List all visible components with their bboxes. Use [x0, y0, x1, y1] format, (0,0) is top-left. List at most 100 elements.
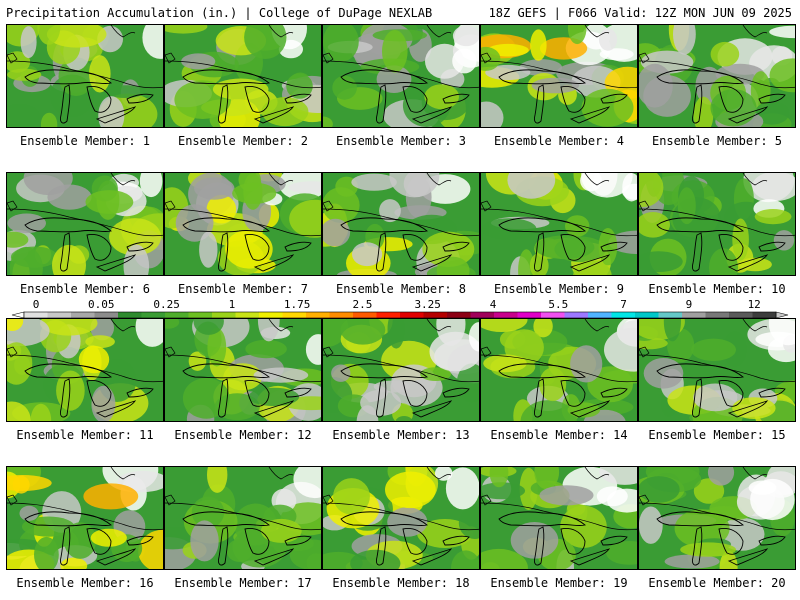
precip-area [639, 476, 680, 503]
lake-outline [402, 234, 428, 261]
lake-outline [569, 400, 611, 418]
border-line [639, 208, 795, 237]
precip-area [534, 235, 595, 260]
colorbar-tick-label: 7 [620, 298, 627, 311]
precip-area [468, 322, 479, 352]
precip-area [389, 173, 440, 198]
border-line [639, 494, 650, 506]
precip-area [639, 63, 673, 108]
ensemble-member-label: Ensemble Member: 20 [648, 576, 786, 590]
precip-area [340, 319, 386, 345]
border-line [323, 52, 334, 64]
border-line [426, 173, 452, 186]
lake-outline [402, 380, 428, 407]
colorbar-segment [635, 312, 659, 318]
lake-outline [560, 528, 586, 555]
border-line [268, 173, 294, 186]
precip-field [7, 319, 163, 421]
precip-area [253, 367, 309, 383]
ensemble-member-map [6, 172, 164, 276]
lake-outline [656, 217, 744, 233]
precip-area [40, 112, 58, 127]
border-line [639, 502, 795, 531]
precip-area [639, 173, 664, 207]
precip-area [98, 96, 125, 127]
precip-area [332, 75, 357, 100]
border-line [323, 60, 479, 89]
lake-outline [95, 254, 137, 272]
precip-area [680, 542, 736, 557]
lake-outline [411, 106, 453, 124]
border-line [639, 354, 795, 383]
ensemble-member-map [322, 318, 480, 422]
ensemble-member-label: Ensemble Member: 6 [19, 282, 151, 296]
precip-area [481, 319, 528, 332]
precip-area [109, 218, 162, 256]
ensemble-member-map [6, 24, 164, 128]
precip-area [206, 194, 237, 224]
lake-outline [600, 93, 628, 104]
precip-area [607, 488, 637, 513]
lake-outline [376, 84, 387, 124]
colorbar-segment [235, 312, 260, 318]
lake-outline [411, 254, 453, 272]
lake-outline [569, 548, 611, 566]
lake-outline [758, 535, 786, 546]
precip-area [83, 483, 139, 510]
lake-outline [182, 363, 270, 379]
border-line [742, 319, 768, 332]
border-line [110, 25, 136, 38]
colorbar-segment [118, 312, 142, 318]
precip-area [539, 367, 567, 402]
lake-outline [692, 526, 703, 566]
precip-area [481, 548, 528, 569]
run-valid-time: 18Z GEFS | F066 Valid: 12Z MON JUN 09 20… [488, 6, 792, 20]
colorbar-tick-label: 0.25 [153, 298, 180, 311]
precip-area [436, 319, 466, 346]
border-line [165, 502, 321, 531]
colorbar-segment [376, 312, 401, 318]
colorbar-tick-label: 0.05 [88, 298, 115, 311]
ensemble-member-label: Ensemble Member: 13 [332, 428, 470, 442]
precip-area [606, 541, 637, 565]
precip-area [483, 354, 527, 373]
precip-area [333, 478, 370, 515]
precip-area [91, 385, 116, 421]
precip-area [214, 393, 260, 421]
lake-outline [218, 84, 229, 124]
precip-area [286, 73, 313, 99]
lake-outline [656, 363, 744, 379]
border-line [481, 200, 492, 212]
colorbar-segment [24, 312, 48, 318]
precip-area [7, 213, 46, 234]
lake-outline [718, 380, 744, 407]
precip-area [305, 334, 321, 365]
precip-area [519, 467, 538, 511]
ensemble-member-label: Ensemble Member: 17 [174, 576, 312, 590]
lake-outline [442, 535, 470, 546]
precip-field [639, 319, 795, 421]
border-line [268, 319, 294, 332]
colorbar-tick-label: 3.25 [414, 298, 441, 311]
lake-outline [534, 84, 545, 124]
precip-area [199, 231, 218, 268]
border-line [323, 494, 334, 506]
precip-area [435, 467, 453, 481]
precip-field [165, 319, 321, 421]
border-line [481, 208, 637, 237]
border-line [481, 502, 637, 531]
lake-outline [218, 526, 229, 566]
precip-area [323, 218, 351, 247]
precip-area [533, 319, 553, 338]
precip-field [323, 319, 479, 421]
colorbar-segment [212, 312, 236, 318]
colorbar-segment [470, 312, 495, 318]
precip-field [323, 467, 479, 569]
border-line [323, 200, 334, 212]
colorbar-segment [306, 312, 330, 318]
lake-outline [253, 400, 295, 418]
colorbar-segment [682, 312, 706, 318]
ensemble-member-label: Ensemble Member: 7 [177, 282, 309, 296]
precip-area [260, 518, 302, 543]
lake-outline [498, 217, 586, 233]
